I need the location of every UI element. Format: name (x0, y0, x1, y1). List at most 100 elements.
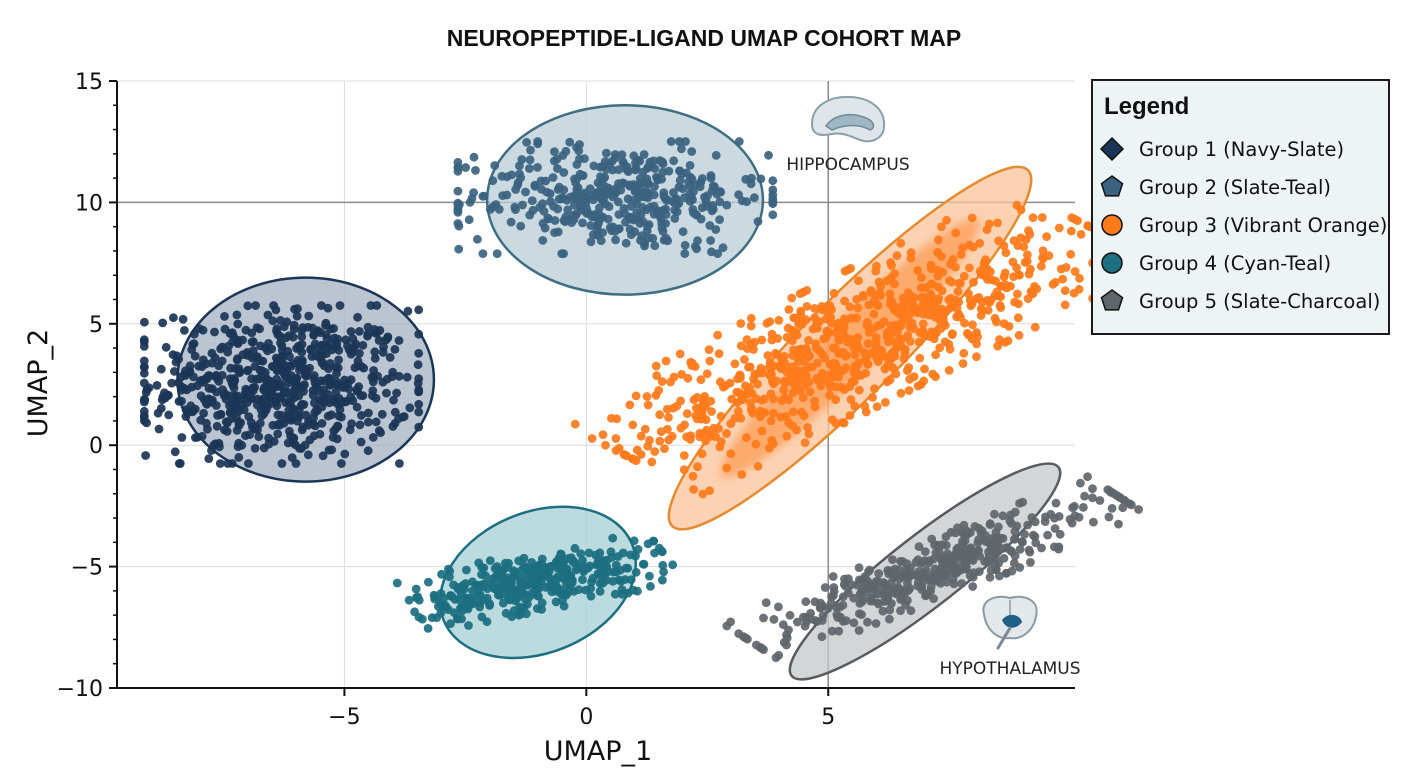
data-point (829, 586, 839, 596)
data-point (630, 186, 640, 196)
data-point (644, 233, 653, 243)
data-point (436, 589, 446, 598)
data-point (139, 412, 149, 422)
data-point (833, 322, 842, 331)
data-point (715, 377, 725, 387)
data-point (515, 169, 524, 179)
data-point (1010, 534, 1020, 543)
data-point (485, 556, 495, 565)
data-point (742, 197, 752, 207)
chart-title: NEUROPEPTIDE-LIGAND UMAP COHORT MAP (447, 25, 962, 51)
data-point (926, 260, 936, 270)
data-point (993, 218, 1002, 228)
data-point (584, 548, 594, 558)
data-point (164, 410, 174, 420)
data-point (340, 397, 350, 407)
data-point (767, 435, 777, 445)
data-point (220, 324, 230, 334)
data-point (152, 381, 162, 390)
data-point (636, 431, 646, 441)
data-point (938, 558, 947, 567)
data-point (548, 173, 558, 182)
data-point (635, 180, 645, 190)
data-point (916, 380, 926, 389)
data-point (850, 350, 860, 360)
data-point (787, 293, 797, 303)
legend-marker-pentagon (1100, 175, 1124, 197)
data-point (292, 374, 301, 383)
data-point (357, 411, 366, 420)
data-point (565, 137, 575, 147)
data-point (418, 614, 427, 624)
data-point (453, 186, 463, 196)
data-point (464, 599, 473, 609)
data-point (846, 395, 856, 404)
data-point (587, 434, 597, 443)
data-point (618, 157, 628, 167)
data-point (650, 447, 660, 456)
data-point (863, 617, 872, 627)
data-point (707, 206, 717, 216)
data-point (618, 178, 628, 188)
data-point (784, 625, 793, 635)
data-point (286, 414, 295, 423)
data-point (896, 556, 905, 566)
data-point (489, 583, 499, 593)
hypothalamus-label: HYPOTHALAMUS (940, 659, 1081, 679)
data-point (595, 587, 605, 596)
data-point (464, 215, 474, 225)
data-point (286, 361, 296, 371)
data-point (355, 349, 364, 358)
data-point (327, 445, 337, 455)
data-point (363, 446, 373, 456)
data-point (478, 249, 488, 258)
data-point (578, 575, 587, 585)
data-point (527, 588, 537, 598)
data-point (358, 341, 368, 350)
data-point (216, 410, 226, 419)
data-point (732, 398, 742, 408)
data-point (917, 572, 927, 581)
data-point (515, 573, 525, 583)
data-point (918, 319, 928, 329)
data-point (502, 172, 512, 182)
data-point (153, 408, 163, 418)
data-point (801, 597, 811, 607)
legend-marker-diamond (1099, 136, 1125, 162)
data-point (186, 401, 196, 411)
data-point (598, 196, 607, 205)
data-point (1060, 300, 1070, 310)
data-point (586, 591, 596, 601)
data-point (242, 386, 252, 396)
data-point (614, 165, 623, 175)
data-point (353, 356, 363, 366)
data-point (642, 174, 652, 184)
data-point (664, 413, 673, 422)
data-point (645, 435, 654, 445)
data-point (1042, 232, 1051, 242)
data-point (610, 589, 620, 599)
data-point (632, 208, 641, 218)
data-point (857, 610, 866, 619)
data-point (521, 187, 530, 197)
data-point (553, 574, 563, 584)
data-point (378, 348, 388, 357)
data-point (791, 381, 801, 390)
data-point (872, 402, 882, 411)
data-point (289, 433, 299, 443)
data-point (972, 339, 981, 349)
data-point (586, 237, 596, 247)
data-point (368, 433, 378, 442)
series-group-1 (139, 301, 424, 468)
data-point (294, 391, 304, 401)
data-point (578, 190, 588, 200)
data-point (799, 612, 808, 622)
data-point (640, 241, 649, 251)
data-point (909, 324, 919, 333)
y-tick-label: 15 (75, 70, 103, 95)
data-point (824, 378, 834, 387)
data-point (646, 582, 655, 591)
data-point (701, 415, 711, 425)
data-point (937, 222, 946, 232)
data-point (524, 564, 534, 574)
